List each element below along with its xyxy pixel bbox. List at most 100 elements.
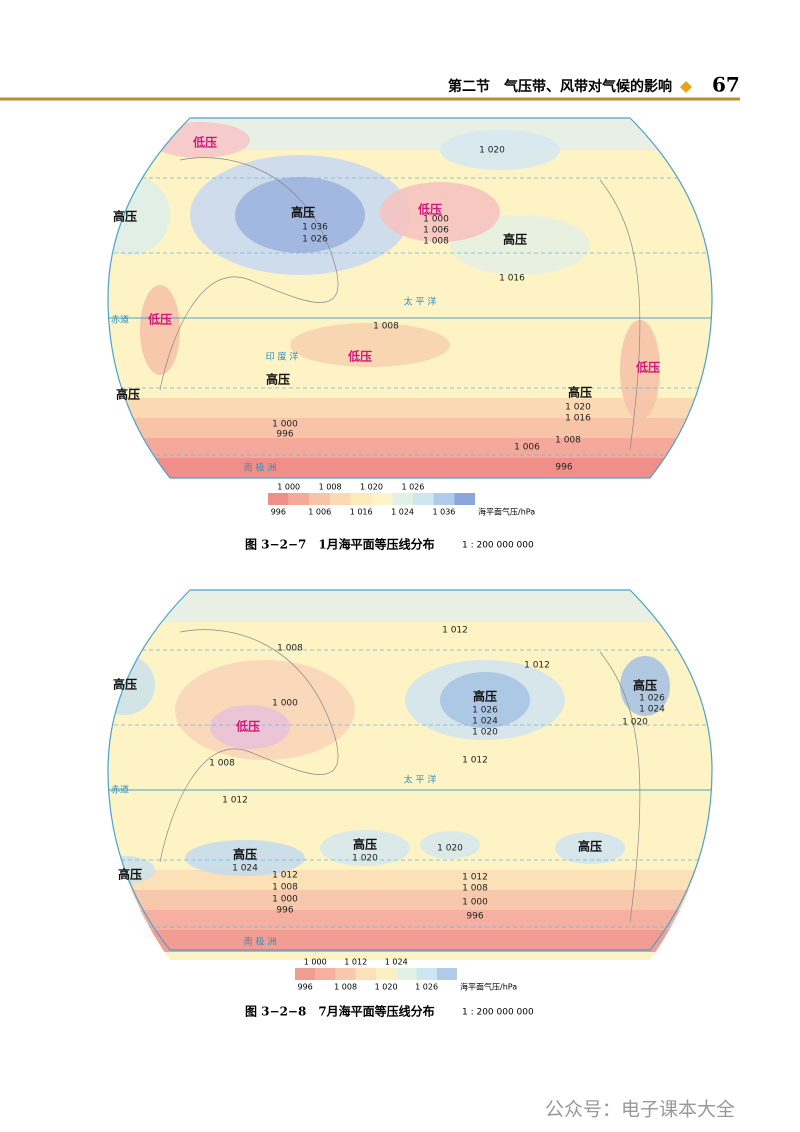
- map: [108, 118, 712, 478]
- map-label: 1 012: [272, 871, 298, 881]
- pressure-area: [620, 320, 660, 420]
- map-label: 1 020: [479, 146, 505, 156]
- pressure-area: [380, 182, 500, 242]
- watermark: 公众号：电子课本大全: [545, 1099, 735, 1121]
- legend-bottom-label: 1 016: [350, 508, 373, 517]
- legend-bottom-label: 996: [271, 508, 286, 517]
- map-label: 1 016: [565, 414, 591, 424]
- legend-swatch: [330, 493, 351, 505]
- page-number: 67: [712, 73, 740, 97]
- legend-bottom-label: 1 006: [308, 508, 331, 517]
- map-label: 1 020: [472, 728, 498, 738]
- legend-swatch: [355, 968, 376, 980]
- pressure-area: [320, 830, 410, 866]
- map-label: 996: [466, 912, 483, 922]
- map: [108, 590, 712, 960]
- polar-band: [108, 590, 712, 622]
- legend-swatch: [396, 968, 417, 980]
- legend-unit: 海平面气压/hPa: [460, 982, 517, 992]
- map-label: 1 012: [442, 626, 468, 636]
- caption: 图 3−2−8 7月海平面等压线分布: [245, 1004, 435, 1019]
- map-label: 南 极 洲: [244, 462, 277, 474]
- map-label: 低压: [192, 135, 217, 150]
- map-label: 1 036: [302, 223, 328, 233]
- map-label: 太 平 洋: [404, 774, 437, 786]
- legend-swatch: [454, 493, 475, 505]
- map-label: 1 006: [423, 226, 449, 236]
- map-label: 1 000: [462, 898, 488, 908]
- legend-swatch: [288, 493, 310, 505]
- caption: 图 3−2−7 1月海平面等压线分布: [245, 537, 435, 552]
- pressure-area: [235, 177, 365, 253]
- south-band: [108, 398, 712, 420]
- map-label: 低压: [635, 360, 660, 375]
- map-label: 高压: [353, 837, 377, 852]
- map-label: 太 平 洋: [404, 296, 437, 308]
- map-label: 1 008: [272, 883, 298, 893]
- legend-top-label: 1 024: [385, 958, 408, 967]
- legend-bottom-label: 996: [297, 983, 312, 992]
- map-label: 高压: [118, 867, 142, 882]
- map-label: 赤道: [111, 314, 129, 326]
- legend-swatch: [416, 968, 437, 980]
- legend-swatch: [433, 493, 455, 505]
- pressure-area: [620, 656, 670, 716]
- pressure-area: [440, 672, 530, 728]
- map-label: 高压: [291, 205, 315, 220]
- map-label: 1 008: [277, 644, 303, 654]
- pressure-area: [440, 130, 560, 170]
- legend-swatch: [315, 968, 336, 980]
- map-label: 1 020: [352, 854, 378, 864]
- legend-top-label: 1 008: [319, 483, 342, 492]
- map-label: 1 000: [272, 699, 298, 709]
- map-label: 高压: [113, 677, 137, 692]
- legend-swatch: [350, 493, 372, 505]
- map-label: 南 极 洲: [244, 936, 277, 948]
- south-band: [108, 910, 712, 932]
- map-label: 1 008: [555, 436, 581, 446]
- map-label: 1 026: [639, 694, 665, 704]
- map-label: 996: [555, 463, 572, 473]
- legend-bottom-label: 1 024: [391, 508, 414, 517]
- map-label: 1 026: [472, 706, 498, 716]
- south-band: [108, 930, 712, 952]
- land-outline: [159, 629, 641, 923]
- map-label: 1 008: [373, 322, 399, 332]
- legend-bottom-label: 1 026: [415, 983, 438, 992]
- map-label: 1 020: [622, 718, 648, 728]
- legend-top-label: 1 000: [304, 958, 327, 967]
- map-label: 1 000: [272, 420, 298, 430]
- map-border: [107, 589, 713, 951]
- map-label: 1 000: [272, 895, 298, 905]
- map-label: 低压: [347, 349, 372, 364]
- legend-top-label: 1 000: [277, 483, 300, 492]
- map-label: 1 020: [565, 403, 591, 413]
- map-label: 赤道: [111, 784, 129, 796]
- map-label: 1 020: [437, 844, 463, 854]
- land-outline: [159, 157, 641, 451]
- map-label: 1 006: [514, 443, 540, 453]
- map-label: 高压: [568, 385, 592, 400]
- legend-swatch: [335, 968, 356, 980]
- map-label: 1 016: [499, 274, 525, 284]
- map-label: 1 008: [423, 237, 449, 247]
- map-label: 高压: [113, 209, 137, 224]
- map-label: 996: [276, 906, 293, 916]
- map-label: 1 026: [302, 235, 328, 245]
- map-label: 高压: [116, 387, 140, 402]
- map-label: 1 024: [232, 864, 258, 874]
- legend-bottom-label: 1 020: [375, 983, 398, 992]
- legend-swatch: [268, 493, 289, 505]
- map-label: 1 008: [209, 759, 235, 769]
- pressure-area: [140, 285, 180, 375]
- map-label: 高压: [633, 678, 657, 693]
- map-label: 高压: [266, 372, 290, 387]
- pressure-area: [185, 840, 305, 876]
- map-label: 996: [276, 430, 293, 440]
- legend-top-label: 1 012: [344, 958, 367, 967]
- map-label: 1 024: [639, 705, 665, 715]
- map-label: 高压: [578, 839, 602, 854]
- section-title: 第二节 气压带、风带对气候的影响: [448, 78, 672, 95]
